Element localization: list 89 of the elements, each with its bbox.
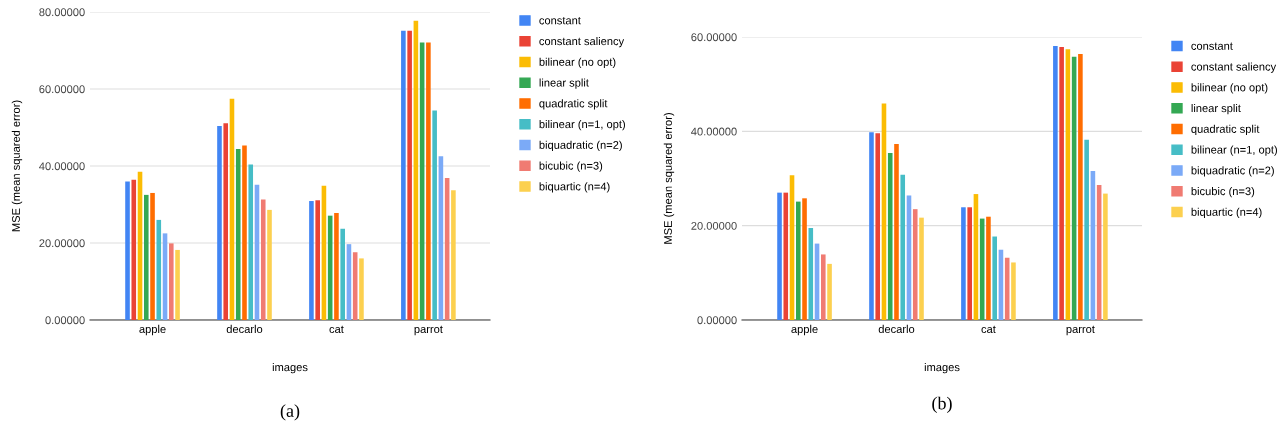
y-tick-label: 0.00000 <box>697 316 737 325</box>
bar <box>260 199 266 320</box>
bar <box>900 174 906 320</box>
legend-label: quadratic split <box>1191 124 1260 136</box>
x-tick-label: decarlo <box>226 324 263 334</box>
x-axis-title: images <box>924 363 960 374</box>
y-tick-label: 40.00000 <box>39 162 85 171</box>
bar <box>783 192 789 320</box>
bar <box>912 209 918 320</box>
y-tick-label: 60.00000 <box>691 33 737 42</box>
bar <box>143 194 149 320</box>
bar <box>235 149 241 320</box>
bar <box>967 207 972 320</box>
x-tick-label: apple <box>791 324 818 336</box>
y-axis-title: MSE (mean squared error) <box>663 113 675 244</box>
bar <box>777 192 782 320</box>
bar <box>986 216 991 320</box>
bar <box>827 263 832 320</box>
bar <box>315 200 320 320</box>
bar <box>432 110 437 320</box>
bar <box>802 198 807 320</box>
bar <box>131 179 137 320</box>
legend-label: linear split <box>539 78 589 89</box>
legend-label: bicubic (n=3) <box>539 161 603 172</box>
bar <box>340 228 345 320</box>
x-tick-label: parrot <box>414 325 443 336</box>
legend-label: biquadratic (n=2) <box>1191 166 1274 177</box>
bar <box>426 42 431 320</box>
bar <box>175 249 180 320</box>
bar <box>992 236 997 320</box>
bar <box>156 219 162 320</box>
bar <box>407 30 412 320</box>
bar <box>1059 46 1064 320</box>
y-tick-label: 60.00000 <box>39 85 85 94</box>
y-tick-label: 80.00000 <box>39 8 85 17</box>
y-axis-title: MSE (mean squared error) <box>11 100 23 232</box>
bar <box>808 228 814 320</box>
y-tick-label: 20.00000 <box>39 239 85 248</box>
y-tick-label: 0.00000 <box>45 316 85 325</box>
bar <box>125 181 130 320</box>
legend-label: biquartic (n=4) <box>539 182 610 193</box>
bar <box>795 201 801 320</box>
x-tick-label: parrot <box>1066 325 1095 336</box>
legend-label: constant <box>539 17 581 25</box>
text: (b) <box>932 396 952 414</box>
legend-label: bilinear (n=1, opt) <box>1191 145 1277 156</box>
x-tick-label: apple <box>139 324 166 336</box>
bar <box>217 125 222 320</box>
legend-label: constant <box>1191 42 1233 50</box>
bar <box>451 190 456 320</box>
y-tick-label: 20.00000 <box>691 221 737 230</box>
legend-label: linear split <box>1191 103 1241 115</box>
x-tick-label: decarlo <box>878 324 915 334</box>
bar <box>1078 53 1083 320</box>
bar <box>150 192 155 320</box>
bar <box>869 132 874 320</box>
x-tick-label: cat <box>981 325 996 334</box>
x-axis-title: images <box>272 363 308 374</box>
bar <box>223 123 229 320</box>
legend-label: constant saliency <box>1191 62 1277 73</box>
legend-label: bilinear (n=1, opt) <box>539 119 625 131</box>
bar <box>1011 262 1016 320</box>
legend-label: constant saliency <box>539 36 625 48</box>
bar <box>359 258 364 320</box>
legend-label: biquartic (n=4) <box>1191 207 1262 219</box>
bar <box>894 144 899 320</box>
legend-label: bilinear (no opt) <box>539 57 616 69</box>
legend-label: quadratic split <box>539 99 608 110</box>
bar <box>1084 139 1089 320</box>
bar <box>1053 45 1058 320</box>
bar <box>309 201 314 320</box>
bar <box>875 133 881 320</box>
bar <box>168 243 174 320</box>
bar <box>961 207 966 320</box>
text: (a) <box>280 404 300 421</box>
bar <box>919 217 924 320</box>
x-tick-label: cat <box>329 325 344 334</box>
bar <box>401 30 406 320</box>
bar <box>1103 193 1108 320</box>
legend-label: bicubic (n=3) <box>1191 186 1255 198</box>
bar <box>820 254 826 320</box>
bar <box>334 212 339 320</box>
legend-label: biquadratic (n=2) <box>539 140 622 152</box>
y-tick-label: 40.00000 <box>691 127 737 136</box>
bar <box>242 145 247 320</box>
bar <box>248 164 254 320</box>
bar <box>887 153 893 320</box>
bar <box>267 209 272 320</box>
legend-label: bilinear (no opt) <box>1191 83 1268 94</box>
